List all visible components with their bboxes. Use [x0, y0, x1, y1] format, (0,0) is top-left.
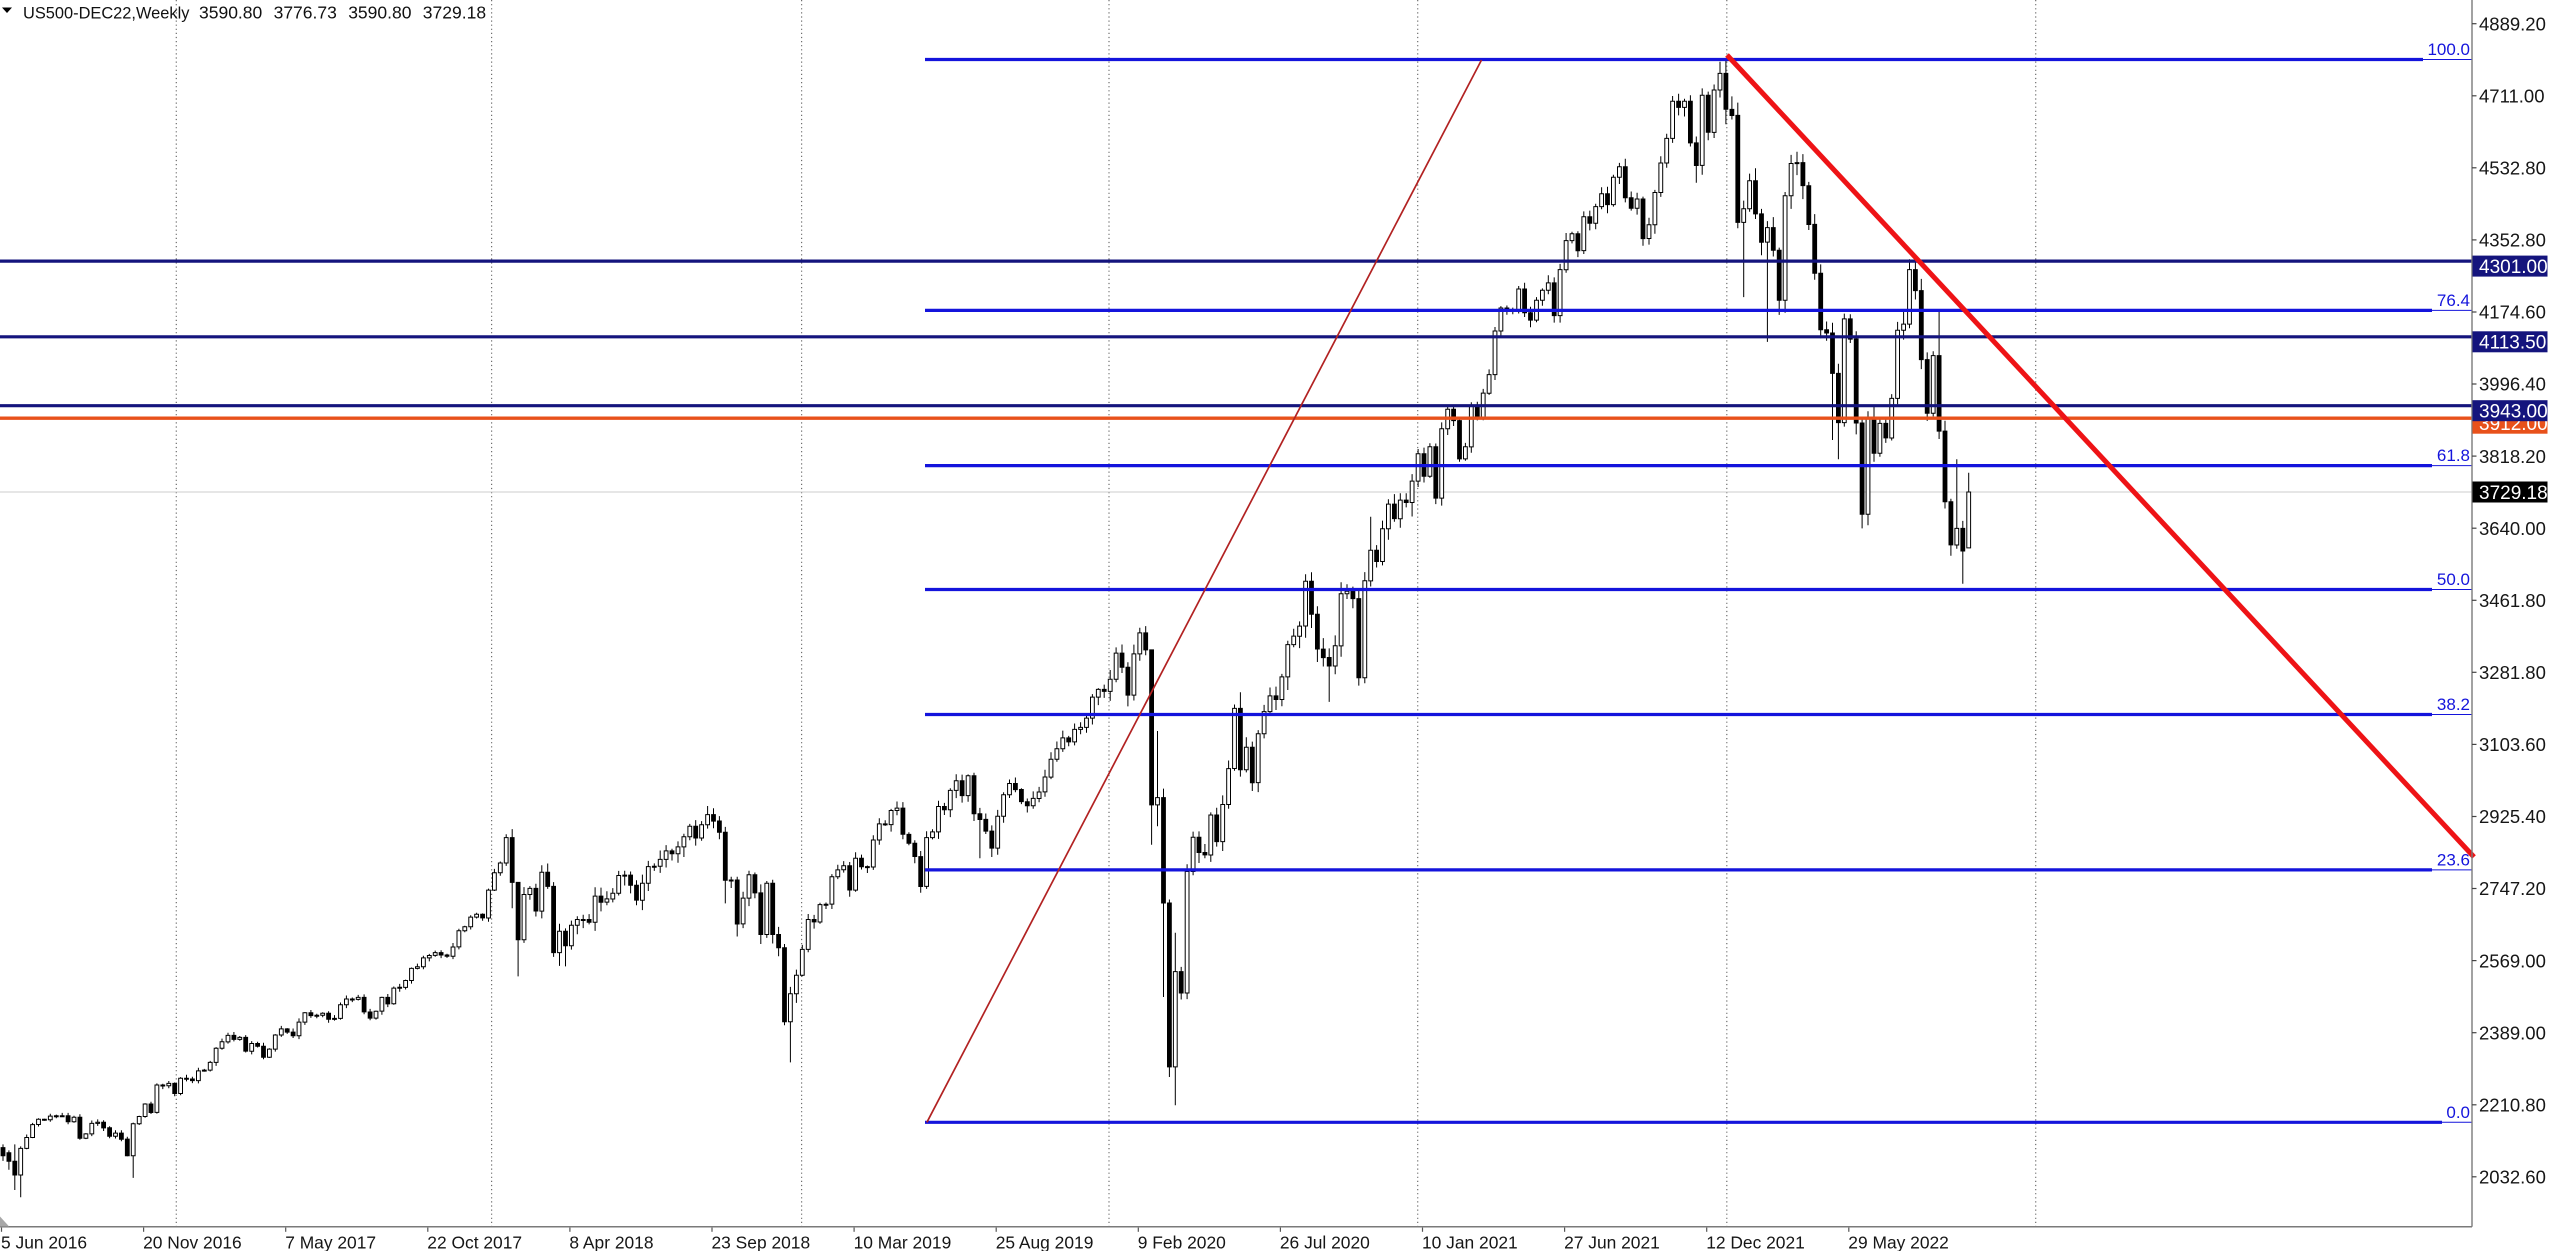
svg-text:25 Aug 2019: 25 Aug 2019 [996, 1232, 1094, 1251]
svg-text:3103.60: 3103.60 [2479, 734, 2546, 755]
svg-text:3818.20: 3818.20 [2479, 446, 2546, 467]
svg-text:7 May 2017: 7 May 2017 [285, 1232, 376, 1251]
svg-text:9 Feb 2020: 9 Feb 2020 [1138, 1232, 1226, 1251]
svg-text:27 Jun 2021: 27 Jun 2021 [1564, 1232, 1660, 1251]
svg-text:12 Dec 2021: 12 Dec 2021 [1706, 1232, 1805, 1251]
svg-text:5 Jun 2016: 5 Jun 2016 [1, 1232, 87, 1251]
svg-text:0.0: 0.0 [2446, 1103, 2470, 1122]
svg-text:3729.18: 3729.18 [2479, 483, 2548, 504]
svg-text:3590.80: 3590.80 [199, 3, 263, 23]
svg-text:4113.50: 4113.50 [2479, 333, 2546, 354]
svg-text:10 Jan 2021: 10 Jan 2021 [1422, 1232, 1518, 1251]
svg-text:2032.60: 2032.60 [2479, 1167, 2546, 1188]
svg-text:50.0: 50.0 [2437, 570, 2470, 589]
svg-text:26 Jul 2020: 26 Jul 2020 [1280, 1232, 1370, 1251]
svg-text:23 Sep 2018: 23 Sep 2018 [712, 1232, 811, 1251]
svg-text:2210.80: 2210.80 [2479, 1095, 2546, 1116]
svg-text:3776.73: 3776.73 [274, 3, 337, 23]
svg-text:4532.80: 4532.80 [2479, 158, 2546, 179]
svg-text:61.8: 61.8 [2437, 446, 2470, 465]
svg-text:76.4: 76.4 [2437, 291, 2470, 310]
svg-text:2747.20: 2747.20 [2479, 878, 2546, 899]
svg-text:10 Mar 2019: 10 Mar 2019 [854, 1232, 952, 1251]
svg-text:2389.00: 2389.00 [2479, 1022, 2546, 1043]
svg-text:3943.00: 3943.00 [2479, 402, 2548, 423]
svg-text:3590.80: 3590.80 [348, 3, 412, 23]
svg-text:4301.00: 4301.00 [2479, 257, 2548, 278]
svg-text:3281.80: 3281.80 [2479, 662, 2546, 683]
svg-text:23.6: 23.6 [2437, 850, 2470, 869]
svg-text:3729.18: 3729.18 [423, 3, 486, 23]
svg-text:3640.00: 3640.00 [2479, 518, 2546, 539]
svg-text:4352.80: 4352.80 [2479, 230, 2546, 251]
svg-text:3461.80: 3461.80 [2479, 590, 2546, 611]
svg-text:4889.20: 4889.20 [2479, 13, 2546, 34]
svg-text:US500-DEC22,Weekly: US500-DEC22,Weekly [23, 5, 190, 23]
svg-text:8 Apr 2018: 8 Apr 2018 [569, 1232, 653, 1251]
svg-text:22 Oct 2017: 22 Oct 2017 [427, 1232, 522, 1251]
svg-text:4711.00: 4711.00 [2479, 86, 2545, 107]
svg-text:4174.60: 4174.60 [2479, 302, 2546, 323]
svg-text:3996.40: 3996.40 [2479, 374, 2546, 395]
svg-text:20 Nov 2016: 20 Nov 2016 [143, 1232, 242, 1251]
svg-text:100.0: 100.0 [2427, 40, 2470, 59]
svg-text:29 May 2022: 29 May 2022 [1848, 1232, 1949, 1251]
svg-text:2569.00: 2569.00 [2479, 950, 2546, 971]
svg-text:2925.40: 2925.40 [2479, 806, 2546, 827]
svg-text:38.2: 38.2 [2437, 695, 2470, 714]
